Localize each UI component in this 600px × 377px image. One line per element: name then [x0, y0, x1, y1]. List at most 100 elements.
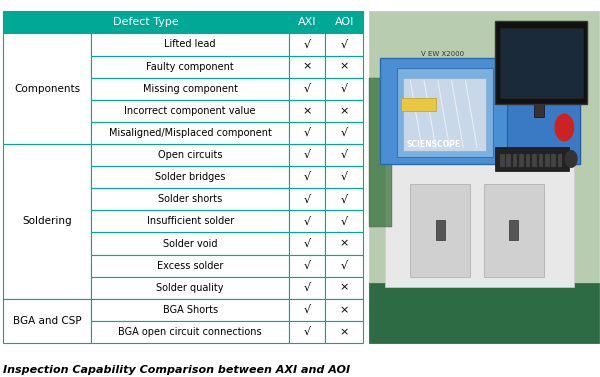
Bar [484, 184, 544, 277]
Text: √: √ [341, 40, 347, 49]
Bar [289, 254, 325, 277]
Bar [289, 122, 325, 144]
Text: √: √ [341, 172, 347, 182]
Text: BGA Shorts: BGA Shorts [163, 305, 218, 315]
Bar [507, 58, 580, 164]
Text: Components: Components [14, 84, 80, 94]
Text: √: √ [304, 216, 311, 227]
Text: Open circuits: Open circuits [158, 150, 223, 160]
Bar [3, 11, 289, 34]
Text: Excess solder: Excess solder [157, 261, 223, 271]
Bar [289, 321, 325, 343]
Bar [403, 78, 486, 151]
Text: √: √ [304, 172, 311, 182]
Bar [369, 78, 392, 227]
Text: ×: × [340, 239, 349, 248]
Text: Solder quality: Solder quality [157, 283, 224, 293]
Text: ×: × [340, 327, 349, 337]
Bar [410, 184, 470, 277]
Text: Solder shorts: Solder shorts [158, 194, 223, 204]
Bar [401, 98, 436, 111]
Bar [91, 321, 289, 343]
Text: ×: × [302, 106, 312, 116]
Bar [91, 144, 289, 166]
Bar [289, 233, 325, 254]
Bar [325, 299, 363, 321]
Bar [496, 147, 569, 170]
Bar [551, 154, 556, 167]
Bar [369, 284, 599, 343]
Circle shape [565, 151, 577, 167]
Bar [289, 100, 325, 122]
Bar [325, 277, 363, 299]
Text: Solder void: Solder void [163, 239, 217, 248]
Bar [496, 21, 587, 104]
Bar [532, 154, 537, 167]
Text: Misaligned/Misplaced component: Misaligned/Misplaced component [109, 128, 272, 138]
Bar [325, 122, 363, 144]
Text: ×: × [302, 61, 312, 72]
Bar [506, 154, 511, 167]
Text: √: √ [304, 84, 311, 94]
Circle shape [555, 114, 574, 141]
Bar [325, 321, 363, 343]
Bar [436, 220, 445, 240]
Bar [91, 166, 289, 188]
Text: Lifted lead: Lifted lead [164, 40, 216, 49]
Text: ×: × [340, 305, 349, 315]
Bar [325, 55, 363, 78]
Bar [545, 154, 550, 167]
Bar [380, 58, 580, 164]
Bar [289, 166, 325, 188]
Text: ×: × [340, 106, 349, 116]
Text: ×: × [340, 61, 349, 72]
Text: √: √ [341, 84, 347, 94]
Text: √: √ [304, 239, 311, 248]
Bar [526, 154, 530, 167]
Bar [289, 34, 325, 55]
Bar [519, 154, 524, 167]
Text: AOI: AOI [334, 17, 354, 28]
Text: √: √ [341, 194, 347, 204]
Bar [397, 68, 493, 157]
Bar [325, 11, 363, 34]
Text: V EW X2000: V EW X2000 [421, 51, 464, 57]
Bar [91, 188, 289, 210]
Text: √: √ [304, 261, 311, 271]
Bar [325, 254, 363, 277]
Bar [91, 55, 289, 78]
Text: Inspection Capability Comparison between AXI and AOI: Inspection Capability Comparison between… [3, 365, 350, 375]
Text: Solder bridges: Solder bridges [155, 172, 226, 182]
Text: AXI: AXI [298, 17, 316, 28]
Bar [325, 233, 363, 254]
Bar [509, 220, 518, 240]
Text: √: √ [341, 128, 347, 138]
Bar [91, 122, 289, 144]
Bar [91, 299, 289, 321]
Bar [325, 188, 363, 210]
Text: √: √ [304, 128, 311, 138]
Bar [513, 154, 517, 167]
Text: Defect Type: Defect Type [113, 17, 179, 28]
Text: √: √ [341, 216, 347, 227]
Text: √: √ [304, 194, 311, 204]
Bar [539, 154, 543, 167]
Bar [385, 161, 574, 287]
Bar [535, 101, 544, 118]
Bar [91, 34, 289, 55]
Bar [91, 78, 289, 100]
Bar [91, 254, 289, 277]
Text: √: √ [341, 150, 347, 160]
Bar [91, 277, 289, 299]
Text: √: √ [341, 261, 347, 271]
Bar [289, 210, 325, 233]
Bar [3, 299, 91, 343]
Bar [325, 144, 363, 166]
Bar [289, 144, 325, 166]
Bar [289, 299, 325, 321]
Text: SCIENSCOPE: SCIENSCOPE [406, 139, 460, 149]
Text: √: √ [304, 150, 311, 160]
Bar [3, 144, 91, 299]
Bar [289, 11, 325, 34]
Text: Missing component: Missing component [143, 84, 238, 94]
